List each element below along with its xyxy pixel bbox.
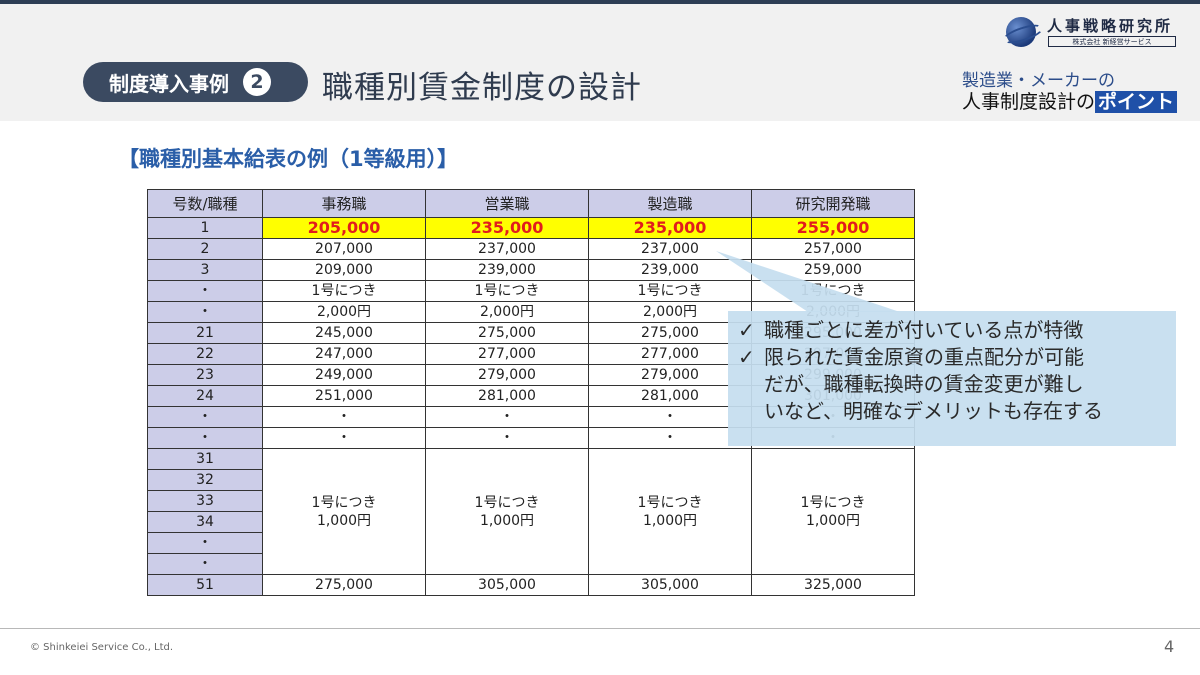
table-row: ・ — [147, 553, 915, 575]
copyright: © Shinkeiei Service Co., Ltd. — [30, 642, 174, 653]
table-cell: 237,000 — [425, 238, 589, 260]
table-cell: 305,000 — [588, 574, 752, 596]
table-row: 51 275,000 305,000 305,000 325,000 — [147, 574, 915, 596]
table-row: ・ — [147, 532, 915, 554]
table-cell: 257,000 — [751, 238, 915, 260]
table-row: 33 — [147, 490, 915, 512]
merged-line: 1,000円 — [642, 512, 698, 529]
row-label: 23 — [147, 364, 263, 386]
table-row: 34 — [147, 511, 915, 533]
table-cell: 1号につき — [262, 280, 426, 302]
page-title: 職種別賃金制度の設計 — [322, 70, 642, 106]
series-highlight: ポイント — [1095, 91, 1178, 113]
callout-box: ✓ 職種ごとに差が付いている点が特徴 ✓ 限られた賃金原資の重点配分が可能 だが… — [728, 311, 1176, 446]
logo-name: 人事戦略研究所 — [1047, 17, 1174, 35]
table-cell: 205,000 — [262, 217, 426, 239]
merged-line: 1,000円 — [805, 512, 861, 529]
table-cell: 259,000 — [751, 259, 915, 281]
series-line-1: 製造業・メーカーの — [962, 71, 1115, 91]
callout-text-2: 限られた賃金原資の重点配分が可能 だが、職種転換時の賃金変更が難し いなど、明確… — [764, 345, 1103, 423]
merged-line: 1号につき — [311, 494, 377, 511]
logo-subtitle: 株式会社 新経営サービス — [1048, 36, 1176, 47]
badge-number: 2 — [243, 68, 271, 96]
row-label: ・ — [147, 406, 263, 428]
table-header-row: 号数/職種 事務職 営業職 製造職 研究開発職 — [147, 189, 915, 218]
check-icon: ✓ — [738, 345, 755, 369]
table-cell: 1号につき — [425, 280, 589, 302]
callout-text-1: 職種ごとに差が付いている点が特徴 — [764, 318, 1084, 342]
merged-line: 1号につき — [474, 494, 540, 511]
table-cell-merged: 1号につき 1,000円 — [425, 448, 589, 575]
merged-line: 1,000円 — [316, 512, 372, 529]
table-cell: 305,000 — [425, 574, 589, 596]
row-label: 51 — [147, 574, 263, 596]
column-header: 営業職 — [425, 189, 589, 218]
row-label: 1 — [147, 217, 263, 239]
column-header: 製造職 — [588, 189, 752, 218]
table-cell: 245,000 — [262, 322, 426, 344]
row-label: 22 — [147, 343, 263, 365]
globe-icon — [1006, 17, 1036, 47]
table-cell: 275,000 — [262, 574, 426, 596]
callout-item: ✓ 職種ごとに差が付いている点が特徴 — [738, 317, 1166, 344]
merged-line: 1,000円 — [479, 512, 535, 529]
table-cell: 207,000 — [262, 238, 426, 260]
table-subtitle: 【職種別基本給表の例（1等級用）】 — [118, 147, 459, 171]
column-header: 事務職 — [262, 189, 426, 218]
row-label: 31 — [147, 448, 263, 470]
row-label: ・ — [147, 532, 263, 554]
row-label: ・ — [147, 553, 263, 575]
column-header: 研究開発職 — [751, 189, 915, 218]
footer-divider — [0, 628, 1200, 629]
table-cell-merged: 1号につき 1,000円 — [262, 448, 426, 575]
case-badge: 制度導入事例 2 — [83, 62, 308, 102]
merged-line: 1号につき — [800, 494, 866, 511]
column-header: 号数/職種 — [147, 189, 263, 218]
table-row: 31 1号につき 1,000円 1号につき 1,000円 1号につき 1,000円 1号につき… — [147, 448, 915, 575]
table-cell: 249,000 — [262, 364, 426, 386]
company-logo: 人事戦略研究所 株式会社 新経営サービス — [1000, 15, 1176, 49]
callout-item: ✓ 限られた賃金原資の重点配分が可能 だが、職種転換時の賃金変更が難し いなど、… — [738, 344, 1166, 425]
table-row: 1 205,000 235,000 235,000 255,000 — [147, 217, 915, 239]
table-cell-merged: 1号につき 1,000円 — [588, 448, 752, 575]
row-label: 33 — [147, 490, 263, 512]
check-icon: ✓ — [738, 318, 755, 342]
top-border — [0, 0, 1200, 4]
row-label: 21 — [147, 322, 263, 344]
table-cell-merged: 1号につき 1,000円 — [751, 448, 915, 575]
series-line-2: 人事制度設計の ポイント — [962, 87, 1178, 114]
badge-label: 制度導入事例 — [109, 71, 229, 96]
row-label: 34 — [147, 511, 263, 533]
series-line-2-prefix: 人事制度設計の — [962, 91, 1096, 113]
merged-line: 1号につき — [637, 494, 703, 511]
page-number: 4 — [1164, 637, 1175, 656]
table-cell: 325,000 — [751, 574, 915, 596]
table-cell: 275,000 — [425, 322, 589, 344]
row-label: 24 — [147, 385, 263, 407]
row-label: ・ — [147, 427, 263, 449]
